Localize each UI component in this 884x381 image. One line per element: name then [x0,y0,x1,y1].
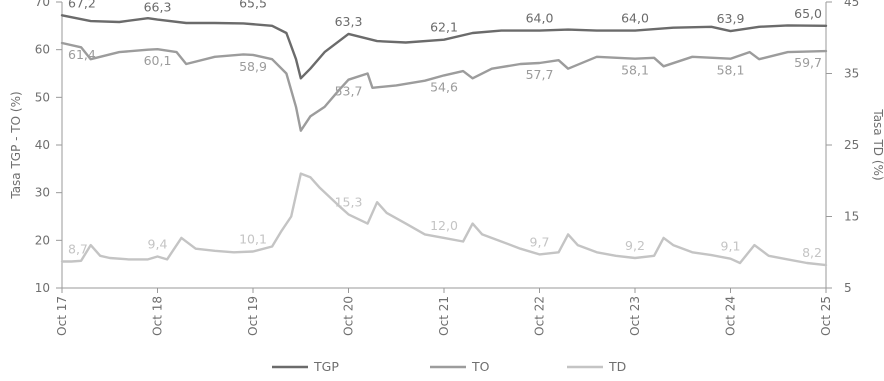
left-y-tick-label: 10 [35,281,50,295]
data-label-to: 58,1 [717,63,745,78]
x-tick-label: Oct 22 [533,296,547,336]
data-label-td: 15,3 [335,194,363,209]
data-label-td: 9,7 [530,234,550,249]
left-axis-title: Tasa TGP - TO (%) [9,91,23,199]
x-tick-label: Oct 18 [151,296,165,336]
x-tick-label: Oct 20 [342,296,356,336]
axes-group: 10 20 30 40 50 60 70 5 15 25 35 45 Oct 17 Oct 18 Oct 1… [9,0,884,336]
data-label-td: 8,2 [802,245,822,260]
series-line-to [60,41,828,132]
x-tick-label: Oct 21 [437,296,451,336]
data-label-tgp: 65,0 [794,6,822,21]
series-line-td [60,172,828,267]
data-label-tgp: 67,2 [68,0,96,10]
data-label-to: 59,7 [794,55,822,70]
data-label-tgp: 64,0 [621,11,649,26]
right-y-tick-label: 45 [844,0,859,9]
data-label-tgp: 64,0 [526,11,554,26]
legend-label-to: TO [471,359,490,374]
left-y-tick-label: 40 [35,138,50,152]
data-label-td: 9,2 [625,238,645,253]
right-y-tick-label: 35 [844,67,859,81]
data-label-td: 12,0 [430,218,458,233]
data-label-tgp: 62,1 [430,20,458,35]
x-tick-label: Oct 23 [628,296,642,336]
data-labels: 67,2 66,3 65,5 63,3 62,1 64,0 64,0 63,9 65,0 61,4… [68,0,822,260]
right-axis-title: Tasa TD (%) [871,108,884,180]
data-label-td: 10,1 [239,232,267,247]
x-tick-label: Oct 19 [246,296,260,336]
left-y-tick-label: 60 [35,43,50,57]
right-y-tick-label: 15 [844,210,859,224]
data-label-to: 60,1 [144,53,172,68]
left-y-tick-label: 70 [35,0,50,9]
data-label-to: 54,6 [430,79,458,94]
x-tick-label: Oct 25 [819,296,833,336]
data-label-td: 9,4 [148,237,168,252]
right-y-tick-label: 5 [844,281,852,295]
data-label-to: 61,4 [68,47,96,62]
left-y-tick-label: 20 [35,233,50,247]
data-label-to: 58,1 [621,63,649,78]
x-tick-label: Oct 24 [724,296,738,336]
data-label-to: 53,7 [335,84,363,99]
series-line-tgp [60,14,828,80]
data-label-tgp: 66,3 [144,0,172,15]
left-y-tick-label: 30 [35,186,50,200]
data-label-to: 58,9 [239,59,267,74]
legend: TGP TO TD [272,359,626,374]
legend-label-td: TD [608,359,626,374]
legend-label-tgp: TGP [313,359,339,374]
data-label-tgp: 63,9 [717,11,745,26]
data-label-to: 57,7 [526,67,554,82]
right-y-tick-label: 25 [844,138,859,152]
left-y-tick-label: 50 [35,90,50,104]
data-label-tgp: 65,5 [239,0,267,10]
data-label-td: 8,7 [68,242,88,257]
x-tick-label: Oct 17 [55,296,69,336]
series-lines [60,14,828,267]
data-label-tgp: 63,3 [335,14,363,29]
data-label-td: 9,1 [721,239,741,254]
